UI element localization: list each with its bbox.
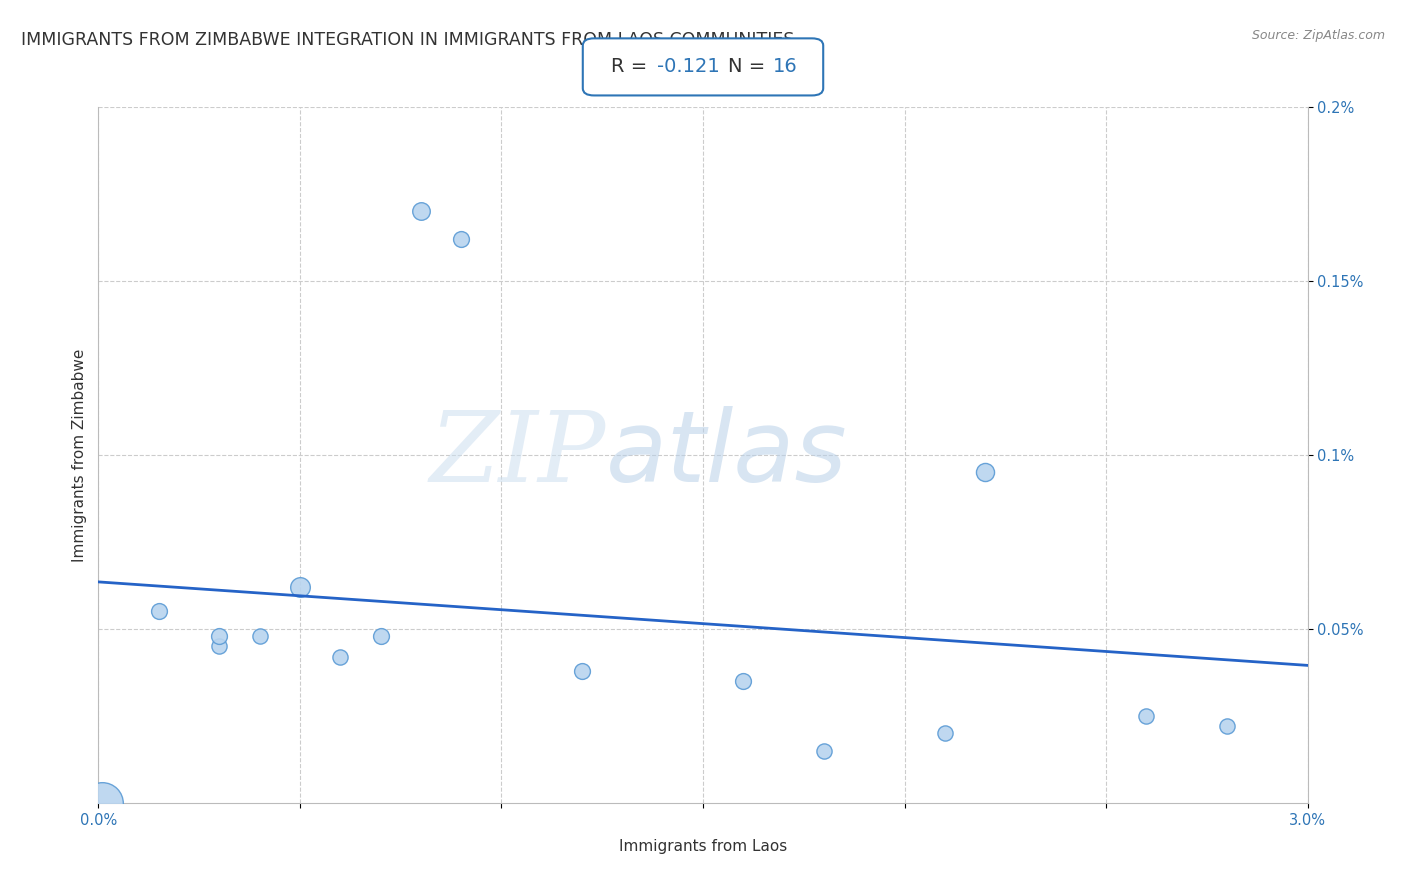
Point: [1216, 719, 1239, 733]
Point: [288, 580, 311, 594]
Point: [208, 629, 231, 643]
Point: [370, 629, 392, 643]
Point: [91, 796, 114, 810]
Point: [329, 649, 352, 664]
Point: [208, 639, 231, 653]
Point: [934, 726, 956, 740]
X-axis label: Immigrants from Laos: Immigrants from Laos: [619, 838, 787, 854]
Point: [450, 232, 472, 246]
Text: IMMIGRANTS FROM ZIMBABWE INTEGRATION IN IMMIGRANTS FROM LAOS COMMUNITIES: IMMIGRANTS FROM ZIMBABWE INTEGRATION IN …: [21, 31, 794, 49]
Text: 16: 16: [773, 57, 797, 77]
Point: [409, 204, 432, 219]
Point: [571, 664, 593, 678]
Text: atlas: atlas: [606, 407, 848, 503]
Y-axis label: Immigrants from Zimbabwe: Immigrants from Zimbabwe: [72, 348, 87, 562]
Point: [974, 466, 997, 480]
Text: N =: N =: [728, 57, 770, 77]
Text: -0.121: -0.121: [658, 57, 720, 77]
Point: [813, 744, 835, 758]
Point: [249, 629, 271, 643]
Point: [1135, 708, 1157, 723]
Text: Source: ZipAtlas.com: Source: ZipAtlas.com: [1251, 29, 1385, 42]
Text: R =: R =: [612, 57, 654, 77]
Point: [148, 605, 170, 619]
Point: [733, 674, 755, 689]
Text: ZIP: ZIP: [430, 408, 606, 502]
